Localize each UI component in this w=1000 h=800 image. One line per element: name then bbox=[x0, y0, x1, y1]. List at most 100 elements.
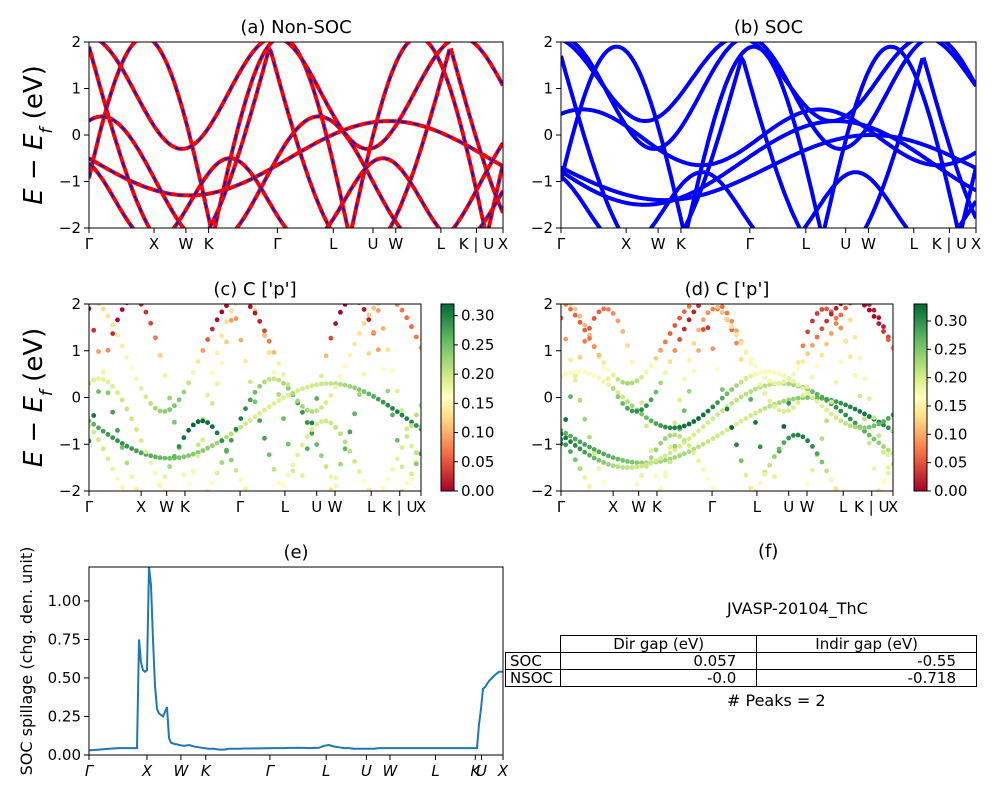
projection-point bbox=[100, 446, 106, 452]
projection-point bbox=[833, 305, 839, 311]
projection-point bbox=[719, 304, 725, 310]
row-label-nsoc: NSOC bbox=[505, 669, 561, 687]
colorbar-tick-label: 0.20 bbox=[461, 365, 494, 383]
projection-point bbox=[162, 474, 168, 479]
projection-point bbox=[696, 428, 701, 434]
projection-point bbox=[285, 392, 291, 398]
projection-point bbox=[333, 475, 338, 481]
colorbar-bar bbox=[913, 303, 928, 492]
projection-point bbox=[620, 465, 626, 470]
projection-point bbox=[843, 412, 848, 418]
projection-point bbox=[639, 374, 644, 380]
projection-point bbox=[399, 464, 405, 470]
projection-point bbox=[866, 414, 872, 419]
y-tick-label: 2 bbox=[543, 33, 553, 51]
projection-point bbox=[380, 366, 386, 372]
x-tick-label: X bbox=[136, 498, 146, 516]
projection-point bbox=[786, 408, 792, 414]
projection-point bbox=[781, 409, 787, 414]
projection-point bbox=[115, 476, 120, 482]
panel-d-axes: 210−1−2Γ X W K Γ L U W L K | UX(d) C ['p'] bbox=[531, 279, 898, 516]
projection-point bbox=[290, 462, 296, 468]
projection-point bbox=[847, 317, 853, 323]
projection-point bbox=[247, 304, 253, 310]
projection-point bbox=[847, 416, 853, 422]
projection-point bbox=[866, 396, 872, 401]
y-tick-label: 0.75 bbox=[48, 630, 81, 648]
projection-point bbox=[606, 307, 611, 312]
projection-point bbox=[266, 350, 272, 355]
panel-b-title: (b) SOC bbox=[734, 17, 803, 38]
projection-point bbox=[342, 382, 348, 388]
projection-point bbox=[375, 396, 381, 402]
projection-point bbox=[601, 306, 607, 312]
y-tick-label: 0.00 bbox=[48, 746, 81, 764]
projection-point bbox=[757, 370, 763, 376]
x-tick-label: L bbox=[753, 498, 762, 516]
projection-point bbox=[582, 442, 588, 447]
x-tick-label: X bbox=[608, 498, 618, 516]
projection-point bbox=[219, 309, 225, 315]
y-tick-label: 1 bbox=[543, 342, 553, 360]
projection-point bbox=[748, 373, 754, 379]
projection-point bbox=[266, 404, 272, 410]
projection-point bbox=[772, 380, 777, 386]
panel-a-ylabel: E − Ef (eV) bbox=[19, 65, 57, 205]
projection-point bbox=[257, 318, 263, 324]
projection-point bbox=[262, 333, 267, 338]
projection-point bbox=[252, 399, 258, 405]
projection-point bbox=[810, 444, 815, 449]
projection-point bbox=[748, 397, 754, 402]
projection-point bbox=[568, 394, 573, 400]
projection-point bbox=[167, 395, 173, 401]
projection-point bbox=[686, 449, 692, 454]
projection-point bbox=[814, 451, 820, 456]
projection-point bbox=[323, 418, 329, 424]
y-tick-label: 0 bbox=[71, 126, 81, 144]
projection-point bbox=[786, 397, 792, 403]
projection-point bbox=[625, 399, 630, 404]
projection-point bbox=[610, 463, 616, 469]
projection-point bbox=[394, 388, 400, 394]
projection-point bbox=[748, 485, 754, 491]
projection-point bbox=[876, 321, 882, 326]
projection-point bbox=[814, 334, 820, 340]
projection-point bbox=[871, 415, 877, 420]
projection-point bbox=[352, 459, 357, 464]
projection-point bbox=[662, 339, 668, 345]
projection-point bbox=[696, 327, 701, 333]
projection-point bbox=[376, 304, 381, 306]
projection-point bbox=[824, 418, 829, 424]
projection-point bbox=[781, 398, 787, 404]
projection-point bbox=[413, 423, 419, 428]
projection-point bbox=[309, 383, 315, 389]
projection-point bbox=[658, 486, 663, 491]
projection-point bbox=[810, 467, 815, 473]
projection-point bbox=[157, 408, 163, 414]
projection-point bbox=[153, 335, 158, 341]
projection-point bbox=[162, 373, 168, 378]
projection-point bbox=[385, 388, 391, 394]
projection-point bbox=[300, 386, 305, 392]
projection-point bbox=[262, 407, 267, 413]
projection-point bbox=[110, 384, 116, 389]
projection-point bbox=[568, 306, 573, 312]
projection-point bbox=[385, 297, 390, 302]
projection-point bbox=[681, 309, 687, 314]
projection-point bbox=[805, 438, 810, 444]
y-tick-label: −2 bbox=[59, 482, 81, 500]
projection-point bbox=[381, 298, 386, 303]
panel-d-frame bbox=[560, 303, 894, 492]
projection-point bbox=[119, 397, 125, 403]
projection-point bbox=[176, 455, 182, 460]
projection-point bbox=[233, 467, 239, 473]
projection-point bbox=[866, 304, 872, 307]
x-tick-label: K | U bbox=[382, 498, 417, 516]
projection-point bbox=[795, 366, 801, 371]
projection-point bbox=[662, 436, 668, 441]
projection-point bbox=[791, 378, 796, 384]
projection-point bbox=[333, 425, 338, 430]
projection-point bbox=[772, 454, 777, 459]
projection-point bbox=[271, 369, 277, 375]
